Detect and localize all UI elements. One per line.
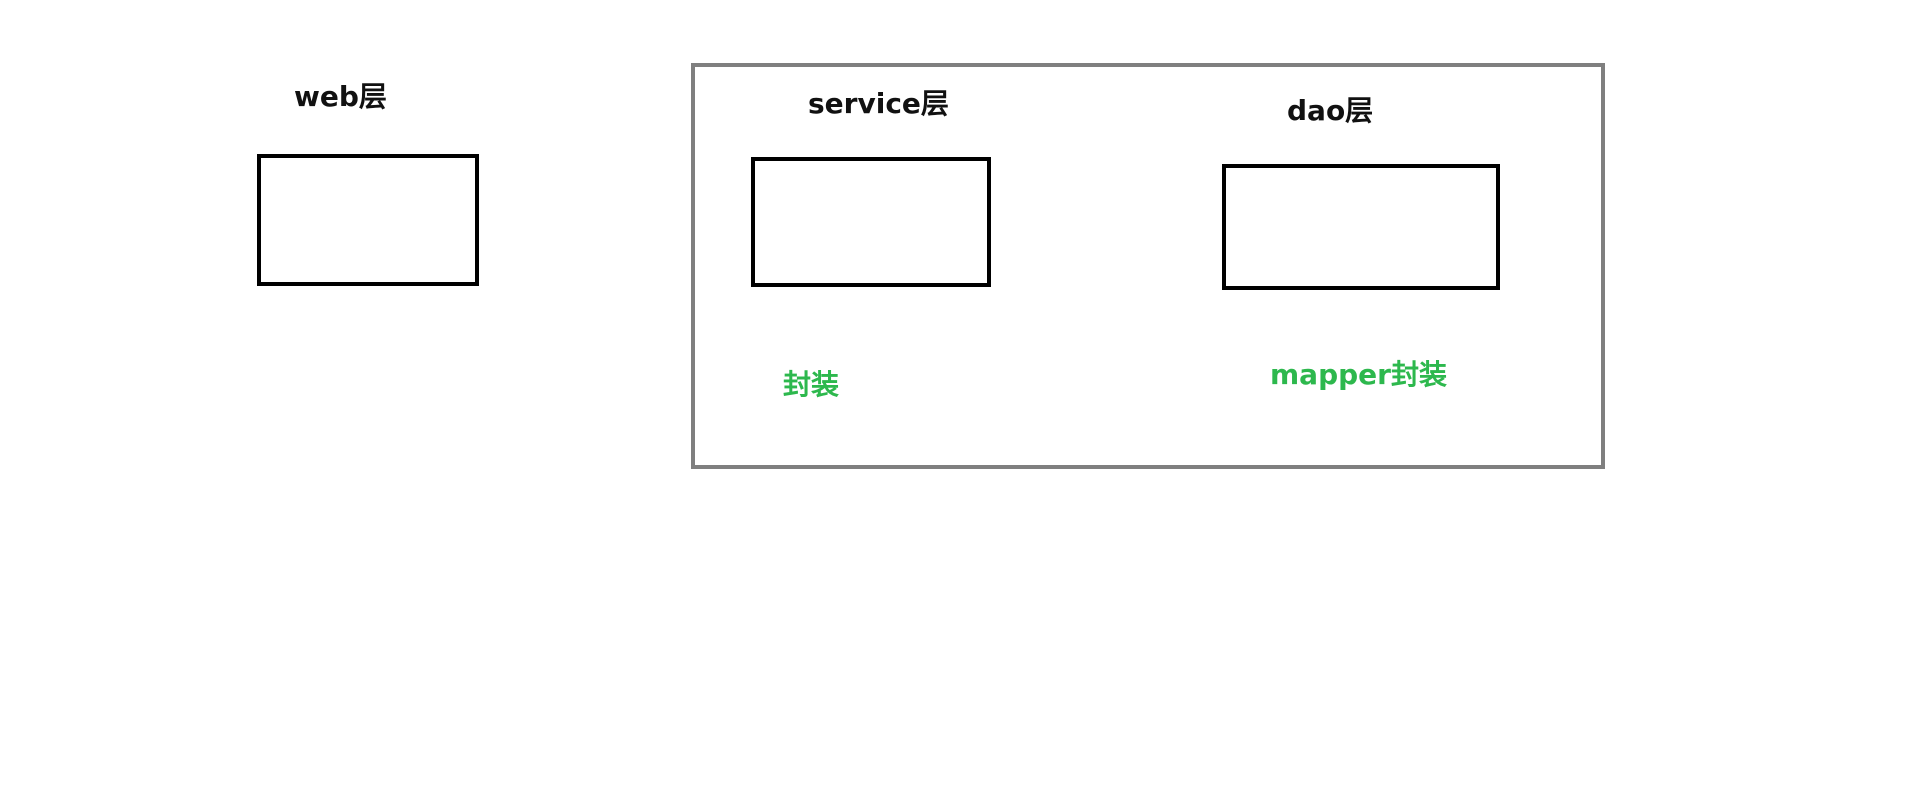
dao-layer-note: mapper封装 [1270,358,1447,391]
service-layer-label: service层 [808,87,949,120]
web-layer-box [257,154,479,286]
service-layer-note: 封装 [783,368,840,401]
web-layer-label: web层 [294,80,387,113]
dao-layer-box [1222,164,1500,290]
dao-layer-label: dao层 [1287,94,1374,127]
service-layer-box [751,157,991,287]
service-dao-group-frame [691,63,1605,469]
